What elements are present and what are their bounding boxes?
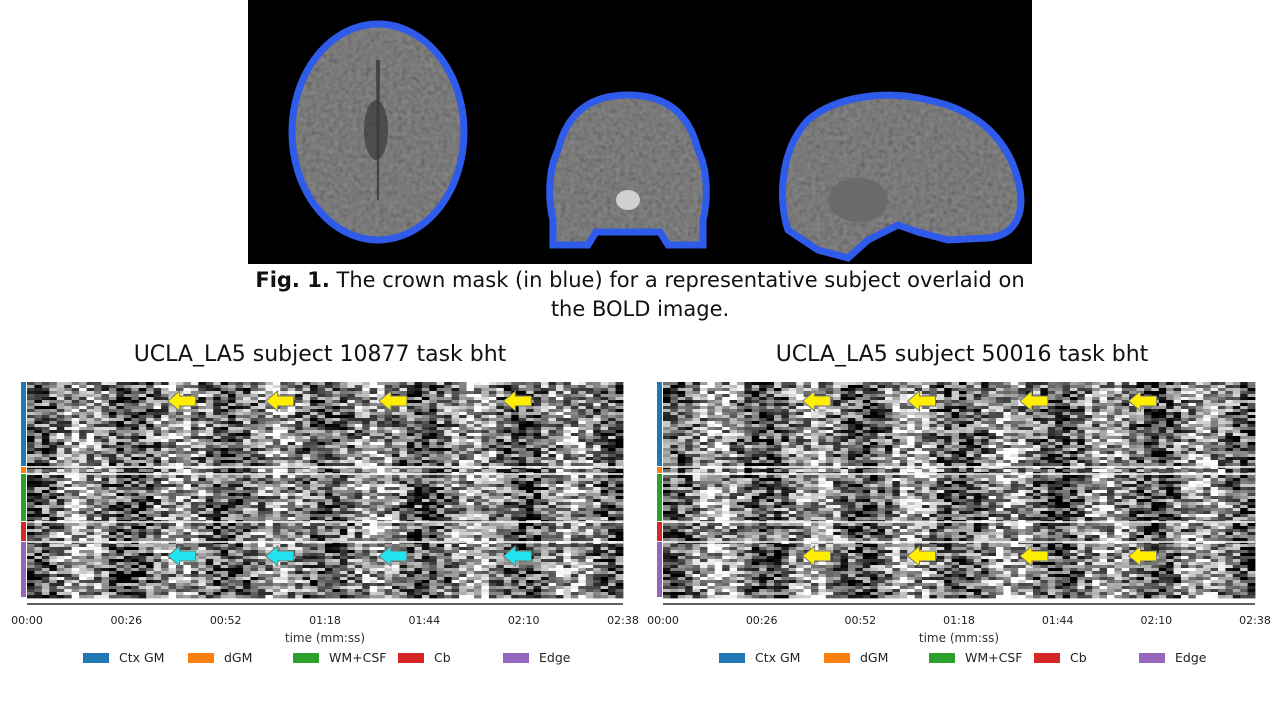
x-tick-label: 02:10 — [1140, 614, 1172, 627]
legend-label: Ctx GM — [755, 650, 800, 665]
x-tick-label: 00:52 — [210, 614, 242, 627]
x-tick-label: 01:18 — [943, 614, 975, 627]
coronal-view — [546, 91, 710, 249]
region-bar-edge — [21, 542, 26, 597]
legend-label: Cb — [434, 650, 451, 665]
legend-label: dGM — [224, 650, 252, 665]
carpet-image — [27, 382, 624, 599]
x-tick-label: 00:00 — [11, 614, 43, 627]
region-bar-wm-csf — [21, 474, 26, 521]
legend-swatch — [1139, 653, 1165, 663]
arrow-left-icon — [1127, 544, 1158, 568]
arrow-left-icon — [264, 389, 295, 413]
figure-caption: Fig. 1. The crown mask (in blue) for a r… — [240, 266, 1040, 324]
region-bar-dgm — [21, 467, 26, 473]
x-tick-label: 02:38 — [1239, 614, 1271, 627]
legend-label: WM+CSF — [965, 650, 1022, 665]
x-axis-label: time (mm:ss) — [919, 631, 999, 645]
legend-label: dGM — [860, 650, 888, 665]
carpet-title-right: UCLA_LA5 subject 50016 task bht — [775, 342, 1149, 367]
region-bar-edge — [657, 542, 662, 597]
region-bar-ctx-gm — [21, 382, 26, 466]
brain-mask-figure — [248, 0, 1032, 264]
arrow-left-icon — [378, 389, 408, 413]
x-tick-label: 02:10 — [508, 614, 540, 627]
arrow-left-icon — [906, 544, 937, 568]
legend-swatch — [824, 653, 850, 663]
arrow-left-icon — [1127, 389, 1158, 413]
x-tick-label: 01:44 — [408, 614, 440, 627]
legend-swatch — [398, 653, 424, 663]
region-bar-dgm — [657, 467, 662, 473]
arrow-left-icon — [502, 389, 532, 413]
legend-label: Cb — [1070, 650, 1087, 665]
arrow-left-icon — [166, 544, 197, 568]
caption-label: Fig. 1. — [255, 268, 330, 292]
x-axis-label: time (mm:ss) — [285, 631, 365, 645]
x-tick-label: 01:44 — [1042, 614, 1074, 627]
arrow-left-icon — [1019, 544, 1049, 568]
legend-label: WM+CSF — [329, 650, 386, 665]
arrow-left-icon — [264, 544, 295, 568]
legend-swatch — [929, 653, 955, 663]
x-tick-label: 02:38 — [607, 614, 639, 627]
region-bar-ctx-gm — [657, 382, 662, 466]
x-tick-label: 01:18 — [309, 614, 341, 627]
region-bar-cb — [21, 522, 26, 541]
region-bar-cb — [657, 522, 662, 541]
x-tick-label: 00:26 — [746, 614, 778, 627]
legend-label: Edge — [1175, 650, 1207, 665]
x-tick-label: 00:00 — [647, 614, 679, 627]
arrow-left-icon — [801, 389, 832, 413]
axial-view — [288, 20, 468, 244]
legend-swatch — [503, 653, 529, 663]
carpet-plot-right: 00:00 00:26 00:52 01:18 01:44 02:10 02:38 time … — [647, 382, 1271, 665]
sagittal-view — [779, 91, 1025, 262]
legend-swatch — [293, 653, 319, 663]
legend-label: Edge — [539, 650, 571, 665]
region-bar-wm-csf — [657, 474, 662, 521]
legend-label: Ctx GM — [119, 650, 164, 665]
carpet-title-left: UCLA_LA5 subject 10877 task bht — [133, 342, 507, 367]
x-tick-label: 00:52 — [844, 614, 876, 627]
arrow-left-icon — [801, 544, 832, 568]
legend-swatch — [188, 653, 214, 663]
legend-swatch — [83, 653, 109, 663]
legend-swatch — [719, 653, 745, 663]
arrow-left-icon — [906, 389, 937, 413]
arrow-left-icon — [166, 389, 197, 413]
caption-text: The crown mask (in blue) for a represent… — [336, 268, 1025, 321]
carpet-image — [663, 382, 1256, 599]
arrow-left-icon — [378, 544, 408, 568]
arrow-left-icon — [1019, 389, 1049, 413]
carpet-plot-left: 00:00 00:26 00:52 01:18 01:44 02:10 02:38 time … — [11, 382, 639, 665]
x-tick-label: 00:26 — [110, 614, 142, 627]
arrow-left-icon — [502, 544, 532, 568]
legend-swatch — [1034, 653, 1060, 663]
